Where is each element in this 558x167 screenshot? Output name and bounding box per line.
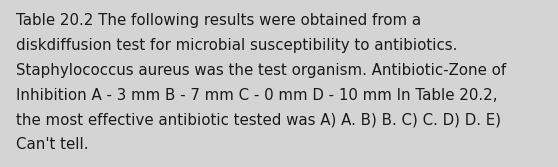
Text: Can't tell.: Can't tell. — [16, 137, 88, 152]
Text: Inhibition A - 3 mm B - 7 mm C - 0 mm D - 10 mm In Table 20.2,: Inhibition A - 3 mm B - 7 mm C - 0 mm D … — [16, 88, 497, 103]
Text: Staphylococcus aureus was the test organism. Antibiotic-Zone of: Staphylococcus aureus was the test organ… — [16, 63, 506, 78]
Text: the most effective antibiotic tested was A) A. B) B. C) C. D) D. E): the most effective antibiotic tested was… — [16, 112, 501, 127]
Text: Table 20.2 The following results were obtained from a: Table 20.2 The following results were ob… — [16, 13, 421, 28]
Text: diskdiffusion test for microbial susceptibility to antibiotics.: diskdiffusion test for microbial suscept… — [16, 38, 457, 53]
